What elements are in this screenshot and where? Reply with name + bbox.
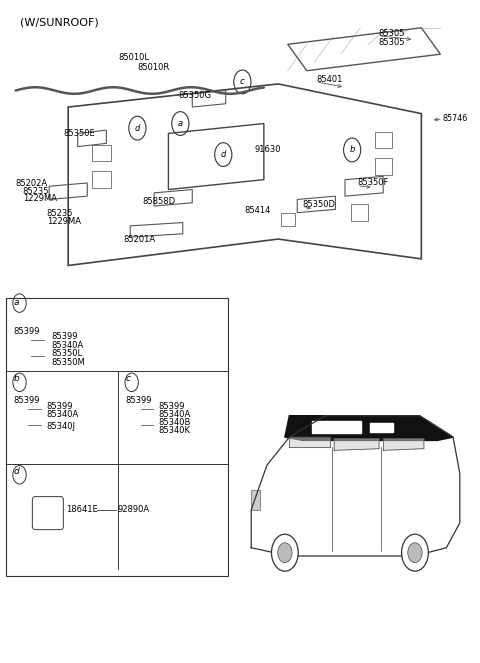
Text: 91630: 91630: [254, 145, 281, 154]
Bar: [375, 132, 392, 149]
Text: 85399: 85399: [13, 396, 40, 405]
Text: 85399: 85399: [159, 402, 185, 411]
Text: 92890A: 92890A: [117, 505, 149, 514]
Text: d: d: [135, 124, 140, 133]
Text: 85010R: 85010R: [137, 63, 169, 72]
Bar: [351, 204, 368, 221]
Text: a: a: [13, 298, 19, 308]
Text: 18641E: 18641E: [66, 505, 97, 514]
Text: 85401: 85401: [316, 75, 343, 84]
Text: 85350D: 85350D: [302, 200, 335, 209]
Text: 85350F: 85350F: [357, 178, 388, 188]
Text: 1229MA: 1229MA: [47, 217, 81, 225]
Text: 85414: 85414: [245, 206, 271, 215]
Polygon shape: [251, 490, 260, 510]
Polygon shape: [289, 437, 330, 447]
Text: 85350E: 85350E: [63, 129, 95, 138]
Text: 85350L: 85350L: [51, 349, 83, 359]
Text: 85399: 85399: [125, 396, 152, 405]
Bar: [92, 145, 111, 162]
Polygon shape: [312, 422, 361, 433]
Text: 85010L: 85010L: [118, 53, 149, 62]
Text: c: c: [125, 375, 131, 383]
Text: 1229MA: 1229MA: [23, 194, 57, 204]
Bar: [281, 213, 295, 226]
Text: c: c: [240, 78, 245, 86]
Circle shape: [408, 543, 422, 563]
Text: 85305: 85305: [378, 29, 405, 38]
Bar: [375, 158, 392, 174]
Text: d: d: [221, 150, 226, 159]
Text: 85340K: 85340K: [159, 426, 191, 435]
Text: 85399: 85399: [51, 332, 78, 341]
Polygon shape: [285, 416, 453, 440]
Text: 85340A: 85340A: [159, 410, 191, 419]
Text: 85399: 85399: [13, 327, 40, 336]
Text: 85201A: 85201A: [123, 235, 155, 243]
Text: 85350G: 85350G: [178, 91, 211, 99]
Bar: [92, 172, 111, 188]
Circle shape: [402, 534, 428, 571]
Text: (W/SUNROOF): (W/SUNROOF): [21, 18, 99, 28]
Text: a: a: [178, 119, 183, 128]
Text: 85235: 85235: [23, 187, 49, 196]
Bar: [6, 298, 228, 575]
Circle shape: [272, 534, 298, 571]
Polygon shape: [384, 439, 424, 450]
Text: b: b: [349, 145, 355, 154]
Text: 85350M: 85350M: [51, 358, 85, 367]
Text: 85235: 85235: [47, 210, 73, 219]
Text: 85202A: 85202A: [16, 179, 48, 188]
Polygon shape: [370, 423, 393, 432]
Text: 85746: 85746: [443, 115, 468, 123]
Text: 85340A: 85340A: [51, 341, 84, 350]
Text: 85340J: 85340J: [47, 422, 76, 431]
Text: 85399: 85399: [47, 402, 73, 411]
Circle shape: [278, 543, 292, 563]
Text: b: b: [13, 375, 19, 383]
Text: 85305: 85305: [378, 38, 405, 47]
Text: 85858D: 85858D: [142, 197, 175, 206]
Polygon shape: [334, 439, 379, 450]
Text: 85340B: 85340B: [159, 418, 191, 427]
Text: d: d: [13, 467, 19, 476]
Text: 85340A: 85340A: [47, 410, 79, 419]
